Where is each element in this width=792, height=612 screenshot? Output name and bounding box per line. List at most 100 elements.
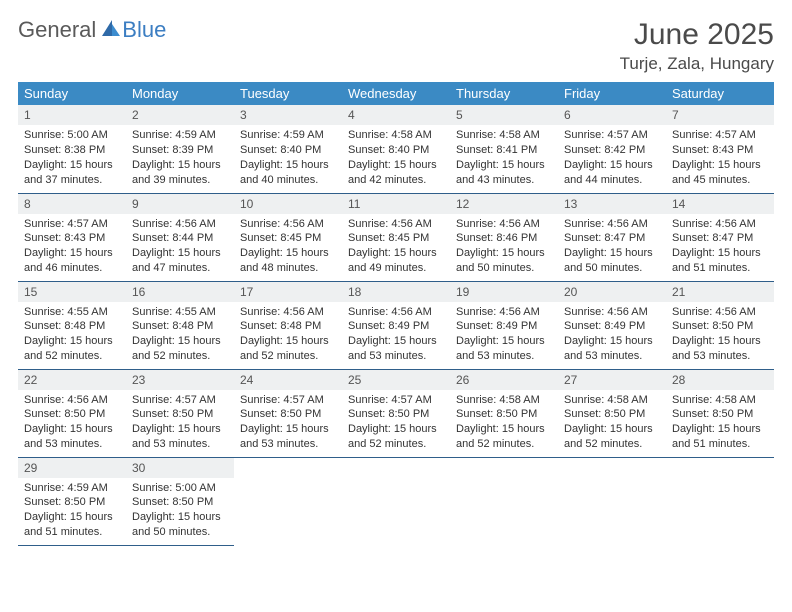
day-details: Sunrise: 4:56 AMSunset: 8:50 PMDaylight:… <box>18 390 126 456</box>
calendar-cell: 11Sunrise: 4:56 AMSunset: 8:45 PMDayligh… <box>342 193 450 281</box>
day-details: Sunrise: 4:56 AMSunset: 8:45 PMDaylight:… <box>234 214 342 280</box>
day-number: 17 <box>234 282 342 302</box>
calendar-body: 1Sunrise: 5:00 AMSunset: 8:38 PMDaylight… <box>18 105 774 545</box>
weekday-header: Wednesday <box>342 82 450 105</box>
day-details: Sunrise: 4:56 AMSunset: 8:47 PMDaylight:… <box>666 214 774 280</box>
calendar-cell <box>342 457 450 545</box>
day-number: 13 <box>558 194 666 214</box>
day-number: 23 <box>126 370 234 390</box>
weekday-header: Sunday <box>18 82 126 105</box>
day-number: 2 <box>126 105 234 125</box>
calendar-cell: 25Sunrise: 4:57 AMSunset: 8:50 PMDayligh… <box>342 369 450 457</box>
day-details: Sunrise: 4:56 AMSunset: 8:49 PMDaylight:… <box>450 302 558 368</box>
day-number: 7 <box>666 105 774 125</box>
calendar-cell: 24Sunrise: 4:57 AMSunset: 8:50 PMDayligh… <box>234 369 342 457</box>
day-details: Sunrise: 4:57 AMSunset: 8:50 PMDaylight:… <box>342 390 450 456</box>
calendar-cell: 8Sunrise: 4:57 AMSunset: 8:43 PMDaylight… <box>18 193 126 281</box>
weekday-header: Thursday <box>450 82 558 105</box>
day-details: Sunrise: 5:00 AMSunset: 8:50 PMDaylight:… <box>126 478 234 544</box>
day-number: 20 <box>558 282 666 302</box>
day-number: 16 <box>126 282 234 302</box>
day-details: Sunrise: 4:55 AMSunset: 8:48 PMDaylight:… <box>18 302 126 368</box>
calendar-cell: 18Sunrise: 4:56 AMSunset: 8:49 PMDayligh… <box>342 281 450 369</box>
calendar-cell: 26Sunrise: 4:58 AMSunset: 8:50 PMDayligh… <box>450 369 558 457</box>
day-details: Sunrise: 4:57 AMSunset: 8:50 PMDaylight:… <box>126 390 234 456</box>
day-details: Sunrise: 4:59 AMSunset: 8:40 PMDaylight:… <box>234 125 342 191</box>
day-number: 11 <box>342 194 450 214</box>
day-number: 30 <box>126 458 234 478</box>
calendar-cell <box>558 457 666 545</box>
day-details: Sunrise: 4:56 AMSunset: 8:49 PMDaylight:… <box>558 302 666 368</box>
calendar-cell: 28Sunrise: 4:58 AMSunset: 8:50 PMDayligh… <box>666 369 774 457</box>
brand-word2: Blue <box>122 19 166 41</box>
day-number: 12 <box>450 194 558 214</box>
calendar-cell: 19Sunrise: 4:56 AMSunset: 8:49 PMDayligh… <box>450 281 558 369</box>
calendar-cell: 2Sunrise: 4:59 AMSunset: 8:39 PMDaylight… <box>126 105 234 193</box>
calendar-row: 15Sunrise: 4:55 AMSunset: 8:48 PMDayligh… <box>18 281 774 369</box>
day-number: 27 <box>558 370 666 390</box>
weekday-header-row: SundayMondayTuesdayWednesdayThursdayFrid… <box>18 82 774 105</box>
month-title: June 2025 <box>620 18 774 52</box>
day-number: 26 <box>450 370 558 390</box>
day-number: 6 <box>558 105 666 125</box>
day-number: 9 <box>126 194 234 214</box>
calendar-cell: 22Sunrise: 4:56 AMSunset: 8:50 PMDayligh… <box>18 369 126 457</box>
calendar-cell: 14Sunrise: 4:56 AMSunset: 8:47 PMDayligh… <box>666 193 774 281</box>
calendar-cell: 23Sunrise: 4:57 AMSunset: 8:50 PMDayligh… <box>126 369 234 457</box>
day-details: Sunrise: 4:58 AMSunset: 8:41 PMDaylight:… <box>450 125 558 191</box>
calendar-cell <box>666 457 774 545</box>
day-details: Sunrise: 4:57 AMSunset: 8:43 PMDaylight:… <box>18 214 126 280</box>
calendar-cell: 6Sunrise: 4:57 AMSunset: 8:42 PMDaylight… <box>558 105 666 193</box>
day-number: 1 <box>18 105 126 125</box>
calendar-cell: 12Sunrise: 4:56 AMSunset: 8:46 PMDayligh… <box>450 193 558 281</box>
calendar-cell: 5Sunrise: 4:58 AMSunset: 8:41 PMDaylight… <box>450 105 558 193</box>
day-details: Sunrise: 4:58 AMSunset: 8:50 PMDaylight:… <box>666 390 774 456</box>
day-number: 21 <box>666 282 774 302</box>
day-details: Sunrise: 4:59 AMSunset: 8:50 PMDaylight:… <box>18 478 126 544</box>
day-details: Sunrise: 4:56 AMSunset: 8:47 PMDaylight:… <box>558 214 666 280</box>
day-number: 5 <box>450 105 558 125</box>
day-details: Sunrise: 4:56 AMSunset: 8:45 PMDaylight:… <box>342 214 450 280</box>
weekday-header: Saturday <box>666 82 774 105</box>
calendar-row: 22Sunrise: 4:56 AMSunset: 8:50 PMDayligh… <box>18 369 774 457</box>
day-number: 24 <box>234 370 342 390</box>
calendar-cell <box>450 457 558 545</box>
calendar-cell: 4Sunrise: 4:58 AMSunset: 8:40 PMDaylight… <box>342 105 450 193</box>
day-number: 19 <box>450 282 558 302</box>
day-details: Sunrise: 4:55 AMSunset: 8:48 PMDaylight:… <box>126 302 234 368</box>
calendar-cell: 16Sunrise: 4:55 AMSunset: 8:48 PMDayligh… <box>126 281 234 369</box>
calendar-cell: 3Sunrise: 4:59 AMSunset: 8:40 PMDaylight… <box>234 105 342 193</box>
calendar-cell: 9Sunrise: 4:56 AMSunset: 8:44 PMDaylight… <box>126 193 234 281</box>
calendar-table: SundayMondayTuesdayWednesdayThursdayFrid… <box>18 82 774 546</box>
calendar-cell: 21Sunrise: 4:56 AMSunset: 8:50 PMDayligh… <box>666 281 774 369</box>
sail-icon <box>100 18 122 42</box>
day-number: 29 <box>18 458 126 478</box>
day-number: 25 <box>342 370 450 390</box>
day-details: Sunrise: 4:56 AMSunset: 8:49 PMDaylight:… <box>342 302 450 368</box>
day-number: 22 <box>18 370 126 390</box>
calendar-cell: 1Sunrise: 5:00 AMSunset: 8:38 PMDaylight… <box>18 105 126 193</box>
calendar-cell: 15Sunrise: 4:55 AMSunset: 8:48 PMDayligh… <box>18 281 126 369</box>
calendar-cell: 10Sunrise: 4:56 AMSunset: 8:45 PMDayligh… <box>234 193 342 281</box>
calendar-cell: 29Sunrise: 4:59 AMSunset: 8:50 PMDayligh… <box>18 457 126 545</box>
calendar-cell: 20Sunrise: 4:56 AMSunset: 8:49 PMDayligh… <box>558 281 666 369</box>
day-details: Sunrise: 4:57 AMSunset: 8:42 PMDaylight:… <box>558 125 666 191</box>
day-number: 3 <box>234 105 342 125</box>
calendar-row: 29Sunrise: 4:59 AMSunset: 8:50 PMDayligh… <box>18 457 774 545</box>
day-number: 15 <box>18 282 126 302</box>
brand-word1: General <box>18 19 96 41</box>
calendar-row: 8Sunrise: 4:57 AMSunset: 8:43 PMDaylight… <box>18 193 774 281</box>
day-number: 14 <box>666 194 774 214</box>
day-details: Sunrise: 4:58 AMSunset: 8:50 PMDaylight:… <box>450 390 558 456</box>
day-details: Sunrise: 5:00 AMSunset: 8:38 PMDaylight:… <box>18 125 126 191</box>
weekday-header: Monday <box>126 82 234 105</box>
calendar-cell: 30Sunrise: 5:00 AMSunset: 8:50 PMDayligh… <box>126 457 234 545</box>
day-details: Sunrise: 4:56 AMSunset: 8:50 PMDaylight:… <box>666 302 774 368</box>
location-text: Turje, Zala, Hungary <box>620 54 774 74</box>
day-details: Sunrise: 4:59 AMSunset: 8:39 PMDaylight:… <box>126 125 234 191</box>
brand-logo: General Blue <box>18 18 166 42</box>
day-details: Sunrise: 4:58 AMSunset: 8:50 PMDaylight:… <box>558 390 666 456</box>
calendar-cell: 27Sunrise: 4:58 AMSunset: 8:50 PMDayligh… <box>558 369 666 457</box>
day-details: Sunrise: 4:57 AMSunset: 8:43 PMDaylight:… <box>666 125 774 191</box>
calendar-cell: 17Sunrise: 4:56 AMSunset: 8:48 PMDayligh… <box>234 281 342 369</box>
